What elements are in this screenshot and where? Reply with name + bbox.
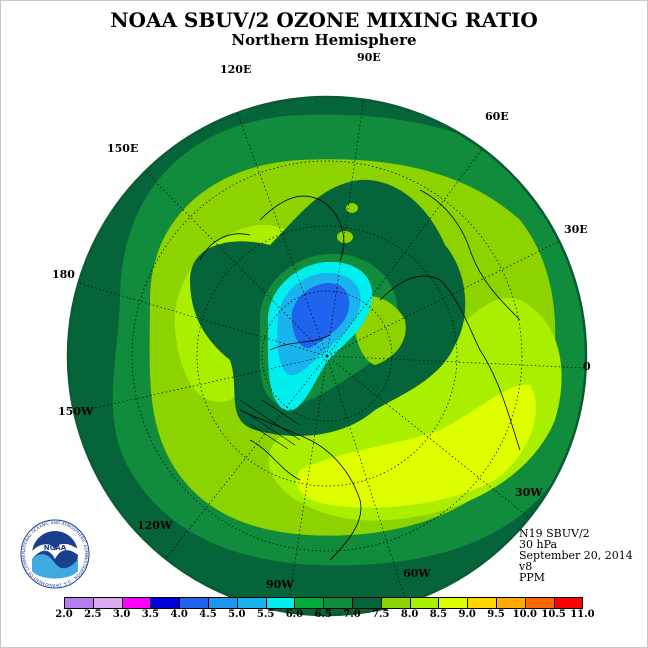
- colorbar-tick-label: 7.5: [372, 609, 390, 620]
- colorbar-tick-label: 5.0: [228, 609, 246, 620]
- colorbar: [64, 597, 584, 609]
- lon-label-150e: 150E: [107, 142, 139, 155]
- lon-label-120e: 120E: [220, 63, 252, 76]
- colorbar-swatch: [381, 598, 411, 608]
- colorbar-tick-label: 2.0: [55, 609, 73, 620]
- lon-label-60e: 60E: [485, 110, 509, 123]
- colorbar-swatch: [208, 598, 238, 608]
- colorbar-tick-label: 9.5: [487, 609, 505, 620]
- pressure-level: 30 hPa: [519, 538, 558, 551]
- latitude-circles: [131, 160, 523, 552]
- colorbar-tick-label: 11.0: [570, 609, 595, 620]
- colorbar-swatch: [410, 598, 440, 608]
- date-label: September 20, 2014: [519, 549, 633, 562]
- colorbar-tick-label: 8.5: [429, 609, 448, 620]
- colorbar-tick-label: 4.0: [170, 609, 188, 620]
- colorbar-tick-label: 3.0: [112, 609, 131, 620]
- colorbar-swatch: [266, 598, 296, 608]
- meridians: [68, 97, 586, 614]
- colorbar-tick-label: 9.0: [458, 609, 476, 620]
- hatch-region: [239, 399, 301, 450]
- colorbar-tick-label: 8.0: [400, 609, 419, 620]
- colorbar-tick-label: 2.5: [84, 609, 102, 620]
- colorbar-tick-label: 6.0: [285, 609, 304, 620]
- logo-text: NOAA: [44, 544, 67, 552]
- version-label: v8: [519, 560, 533, 573]
- lon-label-30w: 30W: [515, 486, 543, 499]
- lon-label-90e: 90E: [357, 51, 381, 64]
- colorbar-tick-label: 7.0: [343, 609, 361, 620]
- colorbar-tick-label: 4.5: [199, 609, 217, 620]
- colorbar-swatch: [295, 598, 325, 608]
- colorbar-swatch: [439, 598, 469, 608]
- noaa-logo: NATIONAL OCEANIC AND ATMOSPHERIC ADMINIS…: [20, 519, 90, 589]
- colorbar-swatch: [324, 598, 353, 608]
- colorbar-tick-label: 5.5: [256, 609, 275, 620]
- lon-label-120w: 120W: [137, 519, 173, 532]
- colorbar-swatch: [237, 598, 267, 608]
- colorbar-swatch: [65, 598, 94, 608]
- colorbar-swatch: [93, 598, 123, 608]
- band-6.0-edge: [190, 98, 250, 116]
- colorbar-swatch: [525, 598, 555, 608]
- lon-label-60w: 60W: [403, 567, 431, 580]
- map-boundary: [66, 95, 588, 617]
- colorbar-tick-label: 6.5: [314, 609, 332, 620]
- colorbar-tick-label: 3.5: [141, 609, 160, 620]
- units-label: PPM: [519, 571, 546, 584]
- patch: [346, 203, 358, 213]
- instrument-label: N19 SBUV/2: [519, 527, 590, 540]
- lon-label-90w: 90W: [266, 578, 294, 591]
- colorbar-swatch: [554, 598, 584, 608]
- colorbar-swatch: [468, 598, 497, 608]
- ozone-field: [68, 97, 586, 615]
- colorbar-swatch: [180, 598, 209, 608]
- colorbar-swatch: [151, 598, 181, 608]
- coastlines: [199, 189, 521, 561]
- patch: [337, 231, 353, 243]
- colorbar-tick-label: 10.0: [512, 609, 537, 620]
- band-8.5: [296, 384, 536, 508]
- lon-label-30e: 30E: [564, 223, 588, 236]
- lon-label-0: 0: [583, 360, 591, 373]
- colorbar-swatch: [352, 598, 382, 608]
- map-subtitle: Northern Hemisphere: [231, 31, 417, 49]
- colorbar-swatch: [496, 598, 526, 608]
- lon-label-180: 180: [52, 268, 75, 281]
- colorbar-tick-label: 10.5: [541, 609, 566, 620]
- map-title: NOAA SBUV/2 OZONE MIXING RATIO: [110, 8, 538, 32]
- lon-label-150w: 150W: [58, 405, 94, 418]
- colorbar-swatch: [122, 598, 152, 608]
